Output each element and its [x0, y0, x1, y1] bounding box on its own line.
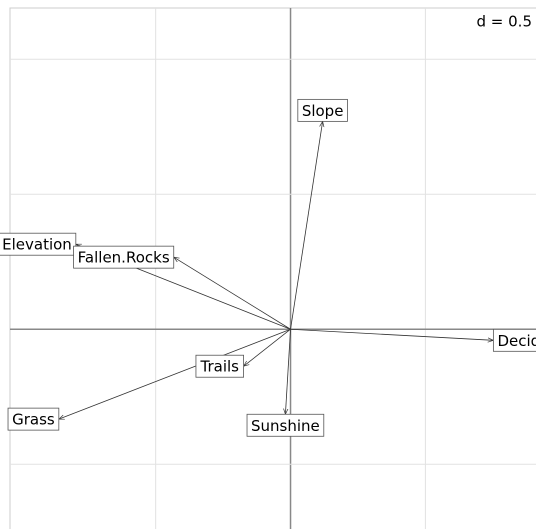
arrow	[244, 328, 291, 366]
vector-label: Grass	[12, 411, 55, 429]
vector-label: Deciduous	[497, 332, 536, 350]
label-box	[195, 354, 244, 378]
label-box	[297, 98, 348, 122]
label-box	[0, 232, 77, 256]
label-box	[492, 328, 536, 352]
vector-label: Sunshine	[251, 417, 320, 435]
annotation-bg	[472, 11, 536, 32]
arrow	[290, 121, 323, 330]
label-box	[73, 245, 175, 269]
vector-label: Trails	[200, 358, 240, 376]
arrow	[59, 328, 291, 419]
vector-label: Elevation	[2, 236, 72, 254]
arrow	[290, 328, 494, 340]
plot-frame	[9, 7, 536, 529]
label-box	[7, 407, 60, 431]
annotation: d = 0.5	[477, 13, 532, 31]
arrow	[174, 257, 291, 330]
arrow	[285, 329, 291, 414]
vector-label: Slope	[302, 102, 344, 120]
vector-label: Fallen.Rocks	[78, 249, 170, 267]
label-box	[246, 413, 325, 437]
